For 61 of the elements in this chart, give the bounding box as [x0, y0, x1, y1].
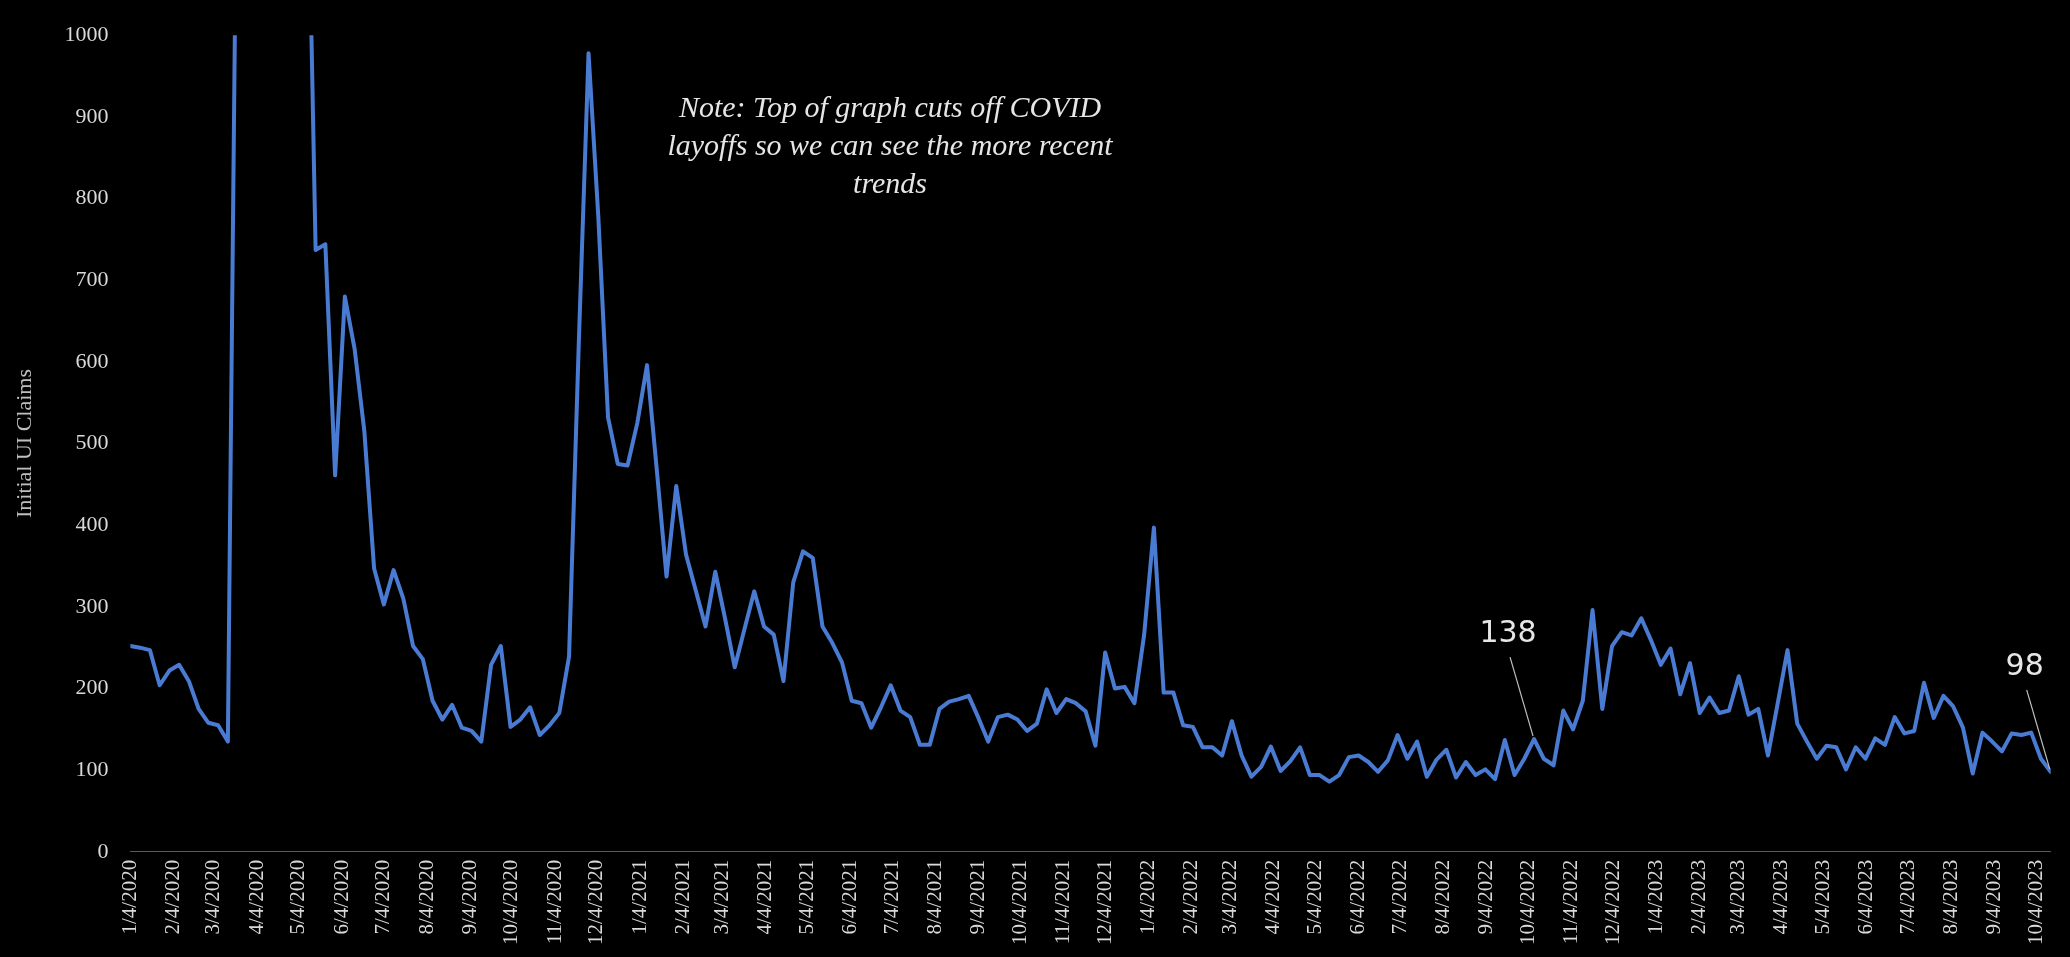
x-tick-label: 1/4/2023 — [1643, 859, 1668, 935]
y-tick-label: 600 — [75, 347, 109, 373]
y-tick-label: 200 — [75, 674, 109, 700]
x-tick-label: 9/4/2022 — [1473, 859, 1498, 935]
annotation: 98 — [2005, 646, 2044, 682]
x-tick-label: 11/4/2021 — [1049, 859, 1074, 945]
x-tick-label: 6/4/2022 — [1345, 859, 1370, 935]
x-tick-label: 2/4/2021 — [669, 859, 694, 935]
x-tick-label: 9/4/2021 — [964, 859, 989, 935]
y-axis-title: Initial UI Claims — [10, 368, 36, 519]
x-tick-label: 10/4/2023 — [2023, 859, 2048, 945]
annotation: 138 — [1479, 613, 1537, 649]
x-tick-label: 9/4/2023 — [1981, 859, 2006, 935]
x-tick-label: 6/4/2021 — [836, 859, 861, 935]
x-tick-label: 2/4/2020 — [160, 859, 185, 935]
x-tick-label: 5/4/2021 — [793, 859, 818, 935]
x-tick-label: 1/4/2022 — [1134, 859, 1159, 935]
x-tick-label: 9/4/2020 — [456, 859, 481, 935]
x-tick-label: 8/4/2021 — [921, 859, 946, 935]
x-tick-label: 7/4/2023 — [1895, 859, 1920, 935]
x-tick-label: 4/4/2020 — [243, 859, 268, 935]
x-tick-label: 12/4/2021 — [1091, 859, 1116, 945]
x-tick-label: 7/4/2021 — [878, 859, 903, 935]
x-tick-label: 12/4/2020 — [583, 859, 608, 945]
x-tick-label: 5/4/2020 — [285, 859, 310, 935]
x-tick-label: 4/4/2023 — [1768, 859, 1793, 935]
x-tick-label: 7/4/2022 — [1386, 859, 1411, 935]
x-tick-label: 4/4/2022 — [1260, 859, 1285, 935]
x-tick-label: 7/4/2020 — [370, 859, 395, 935]
annotation: Note: Top of graph cuts off COVID layoffs so we can see the more recent trends — [666, 89, 1114, 201]
x-tick-label: 6/4/2023 — [1853, 859, 1878, 935]
y-tick-label: 0 — [97, 837, 109, 863]
x-tick-label: 4/4/2021 — [751, 859, 776, 935]
x-tick-label: 2/4/2022 — [1178, 859, 1203, 935]
x-tick-label: 12/4/2022 — [1599, 859, 1624, 945]
x-tick-label: 8/4/2023 — [1938, 859, 1963, 935]
x-tick-label: 11/4/2022 — [1558, 859, 1583, 945]
x-tick-label: 3/4/2021 — [708, 859, 733, 935]
x-tick-label: 10/4/2022 — [1515, 859, 1539, 945]
y-tick-label: 800 — [75, 184, 109, 210]
x-tick-label: 5/4/2022 — [1301, 859, 1326, 935]
x-tick-label: 10/4/2021 — [1006, 859, 1031, 945]
y-tick-label: 400 — [75, 510, 109, 536]
x-tick-label: 3/4/2022 — [1217, 859, 1241, 935]
y-tick-label: 300 — [75, 592, 109, 618]
x-tick-label: 3/4/2020 — [200, 859, 225, 935]
x-tick-label: 5/4/2023 — [1810, 859, 1835, 935]
x-tick-label: 6/4/2020 — [328, 859, 353, 935]
y-tick-label: 1000 — [64, 20, 109, 46]
x-tick-label: 10/4/2020 — [498, 859, 523, 945]
x-tick-label: 8/4/2020 — [413, 859, 438, 935]
x-tick-label: 1/4/2020 — [116, 859, 141, 935]
x-tick-label: 11/4/2020 — [541, 859, 566, 945]
x-tick-label: 8/4/2022 — [1430, 859, 1455, 935]
x-tick-label: 1/4/2021 — [626, 859, 651, 935]
y-tick-label: 700 — [75, 265, 109, 291]
y-tick-label: 900 — [75, 102, 109, 128]
y-tick-label: 100 — [75, 755, 109, 781]
y-tick-label: 500 — [75, 429, 109, 455]
x-tick-label: 3/4/2023 — [1725, 859, 1750, 935]
x-tick-label: 2/4/2023 — [1686, 859, 1711, 935]
